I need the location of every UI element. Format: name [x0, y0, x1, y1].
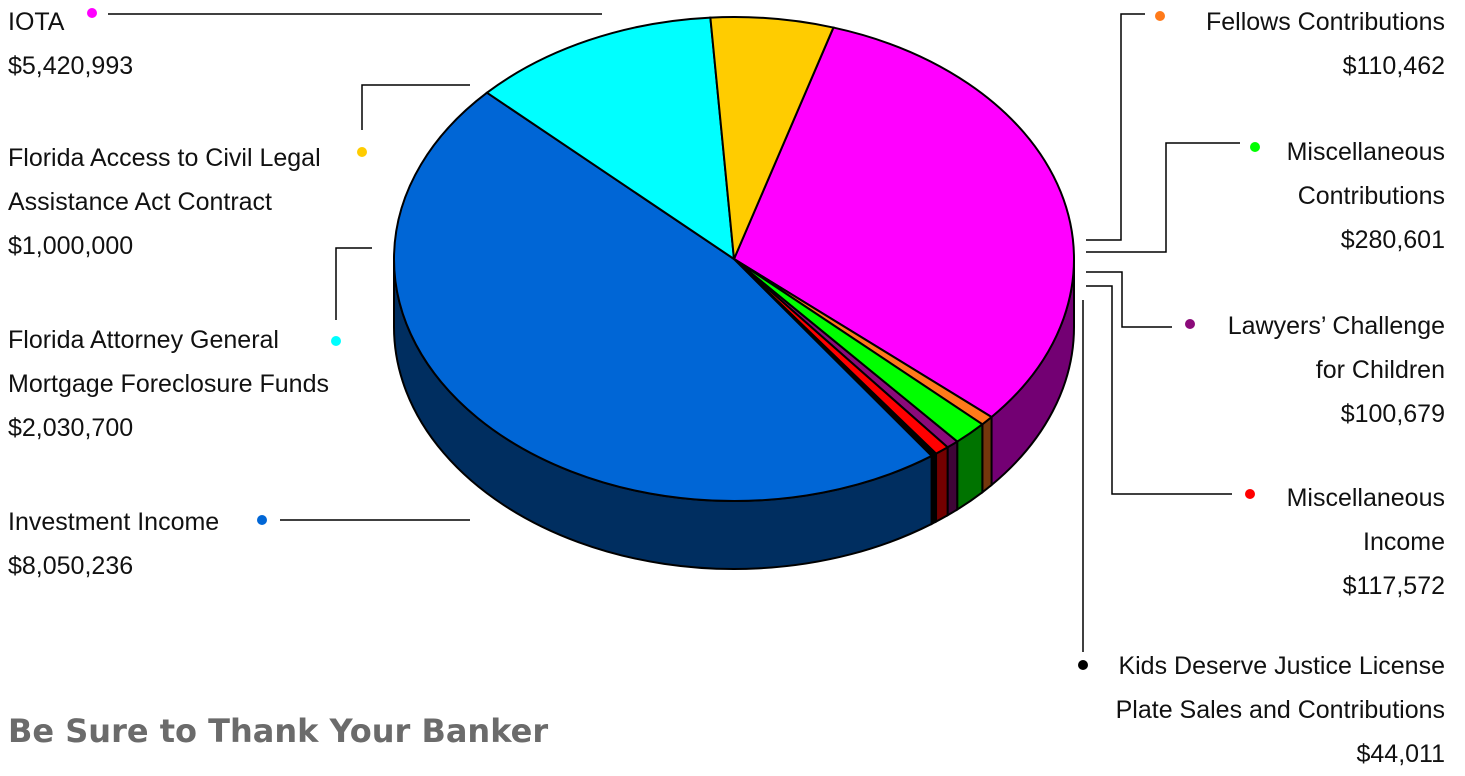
label-misc-income: Miscellaneous Income $117,572 — [1287, 476, 1445, 608]
dot-lawyers-challenge — [1185, 319, 1195, 329]
dot-kids-deserve-justice — [1078, 660, 1088, 670]
label-line: Kids Deserve Justice License — [1118, 652, 1445, 680]
pie-side-3 — [946, 439, 959, 518]
label-value: $110,462 — [1342, 52, 1445, 80]
dot-fellows — [1155, 11, 1165, 21]
dot-attorney-general — [331, 336, 341, 346]
label-fellows: Fellows Contributions $110,462 — [1206, 0, 1445, 88]
label-line: Fellows Contributions — [1206, 8, 1445, 36]
leader-fellows — [1086, 13, 1145, 241]
label-value: $44,011 — [1356, 740, 1445, 768]
label-line: IOTA — [8, 8, 65, 36]
label-line: Contributions — [1297, 182, 1445, 210]
leader-misc-income — [1086, 285, 1232, 495]
leader-florida-access — [361, 84, 470, 130]
label-line: Lawyers’ Challenge — [1227, 312, 1445, 340]
label-investment-income: Investment Income $8,050,236 — [8, 500, 219, 588]
label-line: Florida Attorney General — [8, 326, 279, 354]
label-attorney-general: Florida Attorney General Mortgage Forecl… — [8, 318, 329, 450]
label-line: Investment Income — [8, 508, 220, 536]
pie-slice-6 — [393, 91, 934, 502]
label-line: Income — [1363, 528, 1445, 556]
label-line: Miscellaneous — [1286, 138, 1445, 166]
pie-side-1 — [981, 414, 993, 495]
label-iota: IOTA $5,420,993 — [8, 0, 133, 88]
label-value: $5,420,993 — [8, 52, 134, 80]
label-value: $117,572 — [1342, 572, 1445, 600]
pie-slice-8 — [709, 16, 835, 260]
leader-attorney-general — [335, 247, 372, 320]
label-line: Miscellaneous — [1286, 484, 1445, 512]
pie-slice-0 — [732, 26, 1075, 419]
leader-lawyers-challenge — [1086, 271, 1172, 328]
label-line: Florida Access to Civil Legal — [8, 144, 321, 172]
label-line: Assistance Act Contract — [8, 188, 273, 216]
label-value: $8,050,236 — [8, 552, 134, 580]
label-misc-contributions: Miscellaneous Contributions $280,601 — [1287, 130, 1445, 262]
pie-side-4 — [935, 445, 949, 524]
label-florida-access: Florida Access to Civil Legal Assistance… — [8, 136, 321, 268]
label-value: $1,000,000 — [8, 232, 134, 260]
dot-investment-income — [257, 515, 267, 525]
label-lawyers-challenge: Lawyers’ Challenge for Children $100,679 — [1228, 304, 1445, 436]
dot-misc-income — [1245, 489, 1255, 499]
label-line: for Children — [1315, 356, 1445, 384]
leader-misc-contributions — [1086, 142, 1240, 253]
dot-florida-access — [357, 147, 367, 157]
label-value: $2,030,700 — [8, 414, 134, 442]
section-heading: Be Sure to Thank Your Banker — [8, 712, 549, 750]
label-line: Mortgage Foreclosure Funds — [8, 370, 329, 398]
label-line: Plate Sales and Contributions — [1115, 696, 1445, 724]
label-value: $280,601 — [1340, 226, 1445, 254]
label-value: $100,679 — [1340, 400, 1445, 428]
dot-iota — [87, 8, 97, 18]
label-kids-deserve-justice: Kids Deserve Justice License Plate Sales… — [1116, 644, 1445, 776]
pie-slice-7 — [485, 16, 736, 262]
dot-misc-contributions — [1250, 142, 1260, 152]
